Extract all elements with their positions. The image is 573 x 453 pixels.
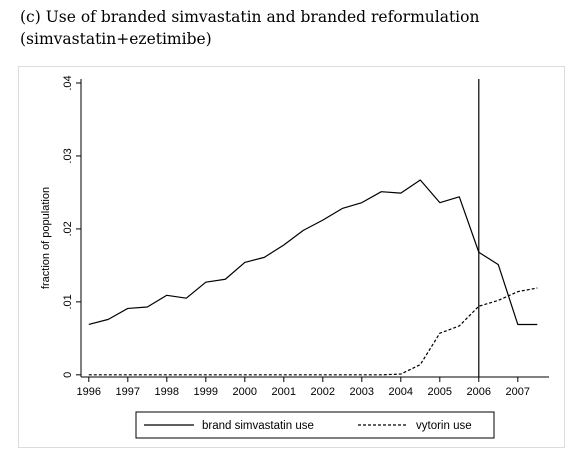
x-tick-label: 2003 [350,386,374,398]
chart-figure: 0 .01 .02 .03 .04 fraction of population 1996 1… [18,66,565,448]
line-chart: 0 .01 .02 .03 .04 fraction of population 1996 1… [40,75,549,439]
figure-caption: (c) Use of branded simvastatin and brand… [20,8,480,48]
chart-axes: 0 .01 .02 .03 .04 fraction of population 1996 1… [40,75,549,398]
x-tick-label: 2004 [389,386,413,398]
legend-label-brand-simvastatin: brand simvastatin use [202,420,314,432]
x-tick-label: 1996 [77,386,101,398]
x-tick-label: 2002 [311,386,335,398]
y-tick-label: .03 [62,148,74,163]
x-tick-label: 2000 [233,386,257,398]
y-tick-label: 0 [62,372,74,378]
y-axis-title: fraction of population [40,187,52,289]
x-tick-label: 2006 [467,386,491,398]
y-tick-label: .02 [62,221,74,236]
legend-label-vytorin: vytorin use [416,420,472,432]
chart-legend: brand simvastatin use vytorin use [135,411,495,439]
y-tick-label: .01 [62,294,74,309]
chart-marks [88,79,538,377]
x-tick-label: 2001 [272,386,296,398]
x-tick-label: 2007 [506,386,530,398]
series-line-vytorin [88,287,538,376]
x-tick-label: 2005 [428,386,452,398]
x-tick-label: 1997 [116,386,140,398]
series-line-brand-simvastatin [88,179,538,326]
y-tick-label: .04 [62,75,74,90]
x-tick-label: 1998 [155,386,179,398]
legend-box [135,411,495,439]
x-tick-label: 1999 [194,386,218,398]
